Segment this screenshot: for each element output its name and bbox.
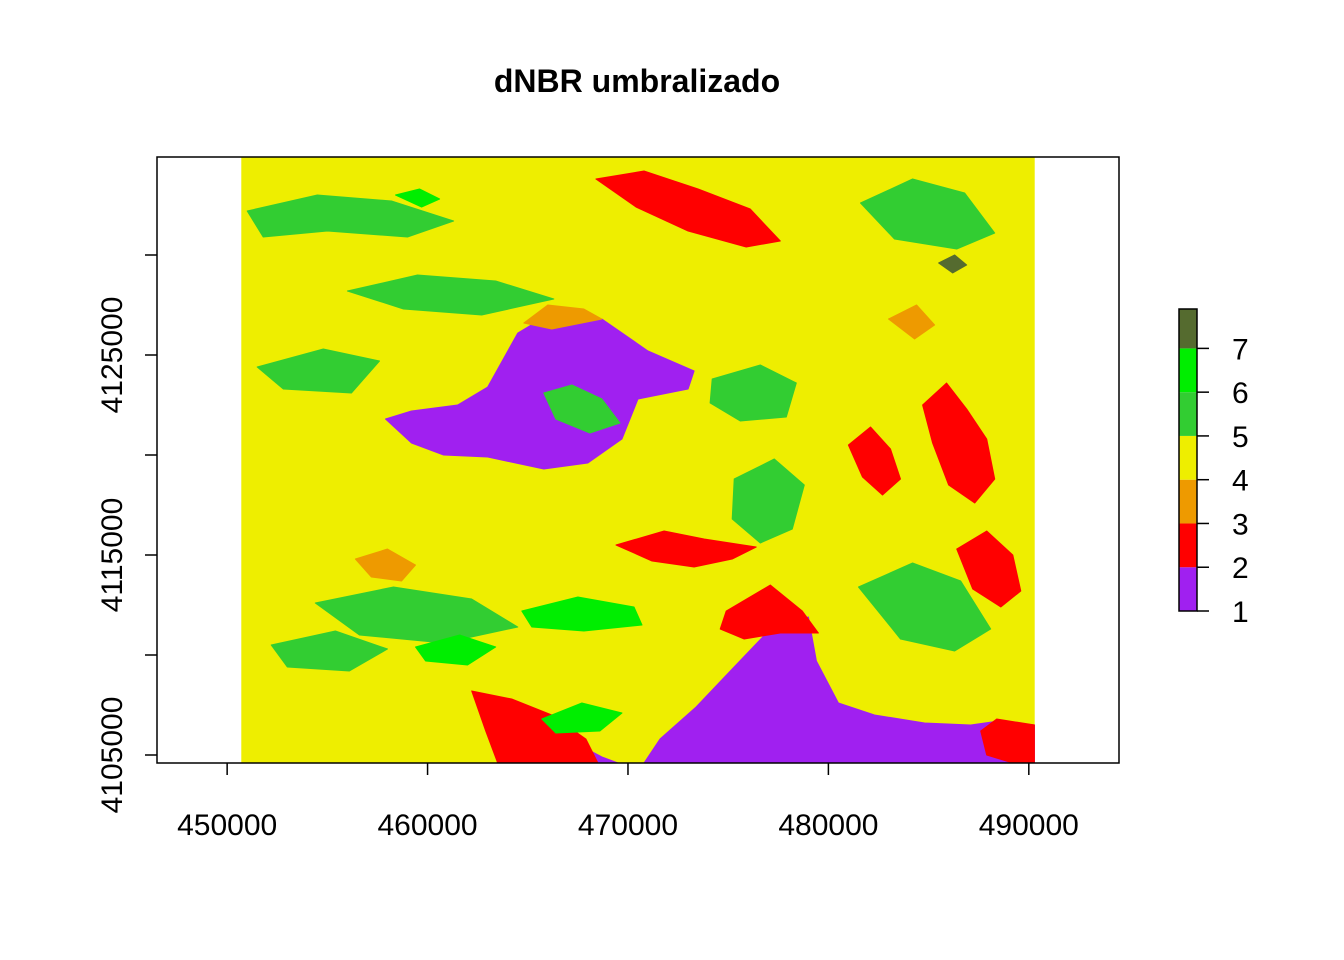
raster-layer [241,157,1035,763]
class-5-region [246,194,455,238]
class-5-region [858,562,992,652]
legend-label: 7 [1232,333,1249,366]
class-6-region [521,596,643,632]
legend-swatch [1179,523,1197,568]
y-tick-label: 4105000 [96,697,129,814]
x-tick-label: 480000 [778,809,878,842]
class-1-region [385,314,695,470]
class-5-region [860,178,996,250]
legend-swatch [1179,309,1197,349]
x-tick-label: 490000 [979,809,1079,842]
class-5-region [709,364,797,422]
legend-label: 1 [1232,596,1249,629]
class-2-region [956,530,1022,608]
legend-label: 6 [1232,377,1249,410]
class-3-region [888,304,936,340]
x-tick-label: 470000 [578,809,678,842]
class-2-region [615,530,757,568]
class-6-region [415,634,497,666]
class-6-region [395,188,441,208]
class-3-region [523,304,603,330]
class-5-region [543,384,621,434]
class-3-region [354,548,416,582]
class-2-region [595,170,781,248]
y-tick-label: 4115000 [96,498,129,613]
x-tick-label: 460000 [378,809,478,842]
class-2-region [847,426,901,496]
class-7-region [938,254,968,274]
legend-frame [1178,308,1198,612]
class-5-region [256,348,380,394]
x-tick-label: 450000 [177,809,277,842]
legend-swatch [1179,567,1197,611]
legend-label: 4 [1232,465,1249,498]
class-5-region [346,274,555,316]
y-tick-label: 4125000 [96,297,129,414]
class-2-region [719,584,819,640]
class-5-region [314,586,519,644]
class-5-region [731,458,805,544]
raster-background [241,157,1035,763]
legend-label: 3 [1232,508,1249,541]
legend-swatch [1179,435,1197,480]
class-5-region [270,630,388,672]
class-2-region [922,382,996,504]
class-6-region [541,702,623,734]
x-axis: 450000 460000 470000 480000 490000 [177,763,1079,842]
legend: 1 2 3 4 5 6 7 [1178,308,1249,629]
legend-swatch [1179,479,1197,524]
legend-label: 5 [1232,421,1249,454]
legend-swatch [1179,348,1197,393]
y-axis: 4105000 4115000 4125000 [96,254,157,814]
legend-swatch [1179,392,1197,436]
class-2-region [980,718,1035,763]
plot-frame [156,156,1120,764]
class-2-region [471,690,599,763]
legend-label: 2 [1232,552,1249,585]
chart-title: dNBR umbralizado [494,63,780,99]
